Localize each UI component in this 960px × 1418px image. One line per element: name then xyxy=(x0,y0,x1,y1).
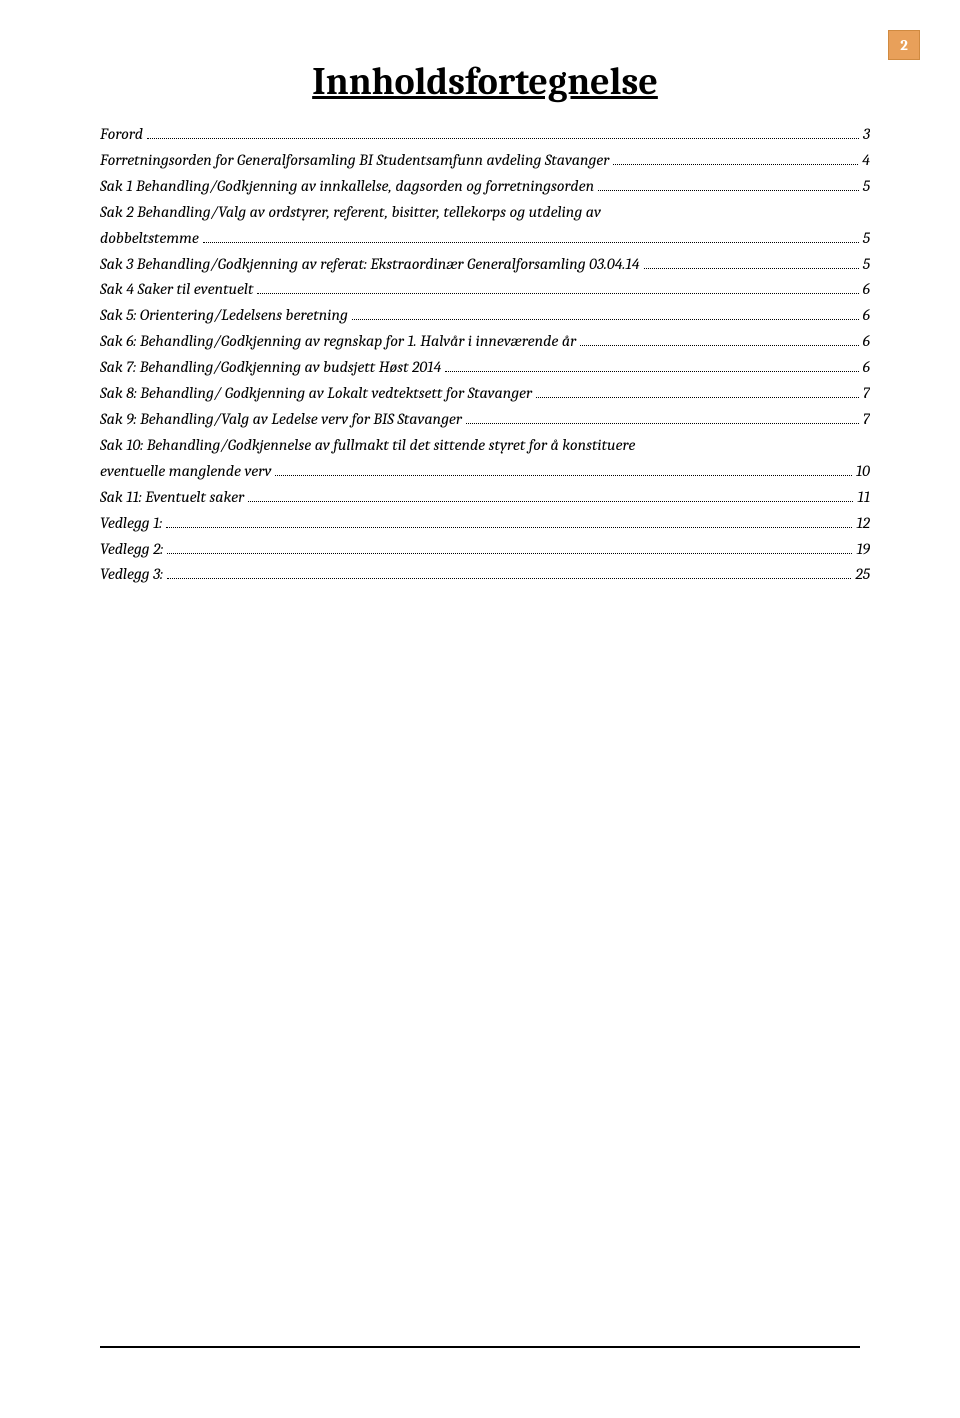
toc-entry-page: 25 xyxy=(855,562,870,588)
page-number-badge: 2 xyxy=(888,30,920,60)
page-number: 2 xyxy=(900,36,908,54)
toc-leader-dots xyxy=(166,527,852,528)
toc-entry-label: Forretningsorden for Generalforsamling B… xyxy=(100,148,609,174)
toc-entry-page: 12 xyxy=(856,511,870,537)
toc-entry: Vedlegg 3: 25 xyxy=(100,562,870,588)
toc-leader-dots xyxy=(167,553,852,554)
toc-entry-line2: eventuelle manglende verv 10 xyxy=(100,459,870,485)
toc-leader-dots xyxy=(352,319,859,320)
toc-entry-page: 5 xyxy=(863,174,870,200)
toc-leader-dots xyxy=(203,242,859,243)
toc-entry: Sak 11: Eventuelt saker 11 xyxy=(100,485,870,511)
toc-leader-dots xyxy=(536,397,859,398)
table-of-contents: Forord 3 Forretningsorden for Generalforsa… xyxy=(100,122,870,588)
toc-entry-line1: Sak 2 Behandling/Valg av ordstyrer, refe… xyxy=(100,200,870,226)
toc-entry-label: dobbeltstemme xyxy=(100,226,199,252)
toc-entry-page: 6 xyxy=(863,355,870,381)
toc-entry: Sak 9: Behandling/Valg av Ledelse verv f… xyxy=(100,407,870,433)
toc-leader-dots xyxy=(466,423,859,424)
toc-entry-label: Sak 10: Behandling/Godkjennelse av fullm… xyxy=(100,433,635,459)
toc-leader-dots xyxy=(147,138,859,139)
toc-leader-dots xyxy=(580,345,859,346)
footer-rule xyxy=(100,1346,860,1348)
toc-entry: Sak 8: Behandling/ Godkjenning av Lokalt… xyxy=(100,381,870,407)
toc-leader-dots xyxy=(257,293,858,294)
toc-entry-label: Sak 2 Behandling/Valg av ordstyrer, refe… xyxy=(100,200,601,226)
toc-entry: Forord 3 xyxy=(100,122,870,148)
toc-entry: Forretningsorden for Generalforsamling B… xyxy=(100,148,870,174)
toc-entry-page: 3 xyxy=(863,122,870,148)
toc-entry-page: 6 xyxy=(863,329,870,355)
toc-entry: Sak 5: Orientering/Ledelsens beretning 6 xyxy=(100,303,870,329)
toc-entry-page: 7 xyxy=(863,381,870,407)
toc-entry-page: 11 xyxy=(857,485,870,511)
toc-entry-page: 6 xyxy=(863,303,870,329)
toc-entry: Vedlegg 1: 12 xyxy=(100,511,870,537)
toc-entry-label: Sak 11: Eventuelt saker xyxy=(100,485,244,511)
toc-entry-label: Sak 1 Behandling/Godkjenning av innkalle… xyxy=(100,174,594,200)
toc-leader-dots xyxy=(248,501,853,502)
toc-entry-label: Sak 6: Behandling/Godkjenning av regnska… xyxy=(100,329,576,355)
toc-entry-page: 5 xyxy=(863,226,870,252)
toc-entry-label: Vedlegg 2: xyxy=(100,537,163,563)
toc-entry-label: Vedlegg 1: xyxy=(100,511,162,537)
toc-entry-label: Sak 7: Behandling/Godkjenning av budsjet… xyxy=(100,355,441,381)
toc-leader-dots xyxy=(598,190,859,191)
toc-entry-page: 5 xyxy=(863,252,870,278)
toc-leader-dots xyxy=(275,475,851,476)
toc-entry-label: eventuelle manglende verv xyxy=(100,459,271,485)
toc-entry-label: Sak 3 Behandling/Godkjenning av referat:… xyxy=(100,252,640,278)
toc-entry-page: 7 xyxy=(863,407,870,433)
toc-entry-label: Sak 8: Behandling/ Godkjenning av Lokalt… xyxy=(100,381,532,407)
toc-entry-label: Sak 4 Saker til eventuelt xyxy=(100,277,253,303)
toc-entry: Sak 3 Behandling/Godkjenning av referat:… xyxy=(100,252,870,278)
toc-entry-page: 10 xyxy=(856,459,870,485)
toc-leader-dots xyxy=(167,578,851,579)
toc-title: Innholdsfortegnelse xyxy=(100,60,870,104)
toc-entry: Sak 6: Behandling/Godkjenning av regnska… xyxy=(100,329,870,355)
toc-leader-dots xyxy=(445,371,858,372)
toc-entry-label: Sak 9: Behandling/Valg av Ledelse verv f… xyxy=(100,407,462,433)
toc-entry: Sak 7: Behandling/Godkjenning av budsjet… xyxy=(100,355,870,381)
toc-entry-page: 4 xyxy=(862,148,870,174)
toc-leader-dots xyxy=(613,164,858,165)
toc-entry-page: 6 xyxy=(863,277,870,303)
toc-entry: Vedlegg 2: 19 xyxy=(100,537,870,563)
toc-entry-line1: Sak 10: Behandling/Godkjennelse av fullm… xyxy=(100,433,870,459)
toc-entry-line2: dobbeltstemme 5 xyxy=(100,226,870,252)
toc-leader-dots xyxy=(644,268,859,269)
toc-entry-page: 19 xyxy=(856,537,870,563)
toc-entry-label: Forord xyxy=(100,122,143,148)
toc-entry-label: Vedlegg 3: xyxy=(100,562,163,588)
toc-entry-label: Sak 5: Orientering/Ledelsens beretning xyxy=(100,303,348,329)
toc-entry: Sak 1 Behandling/Godkjenning av innkalle… xyxy=(100,174,870,200)
toc-entry: Sak 4 Saker til eventuelt 6 xyxy=(100,277,870,303)
